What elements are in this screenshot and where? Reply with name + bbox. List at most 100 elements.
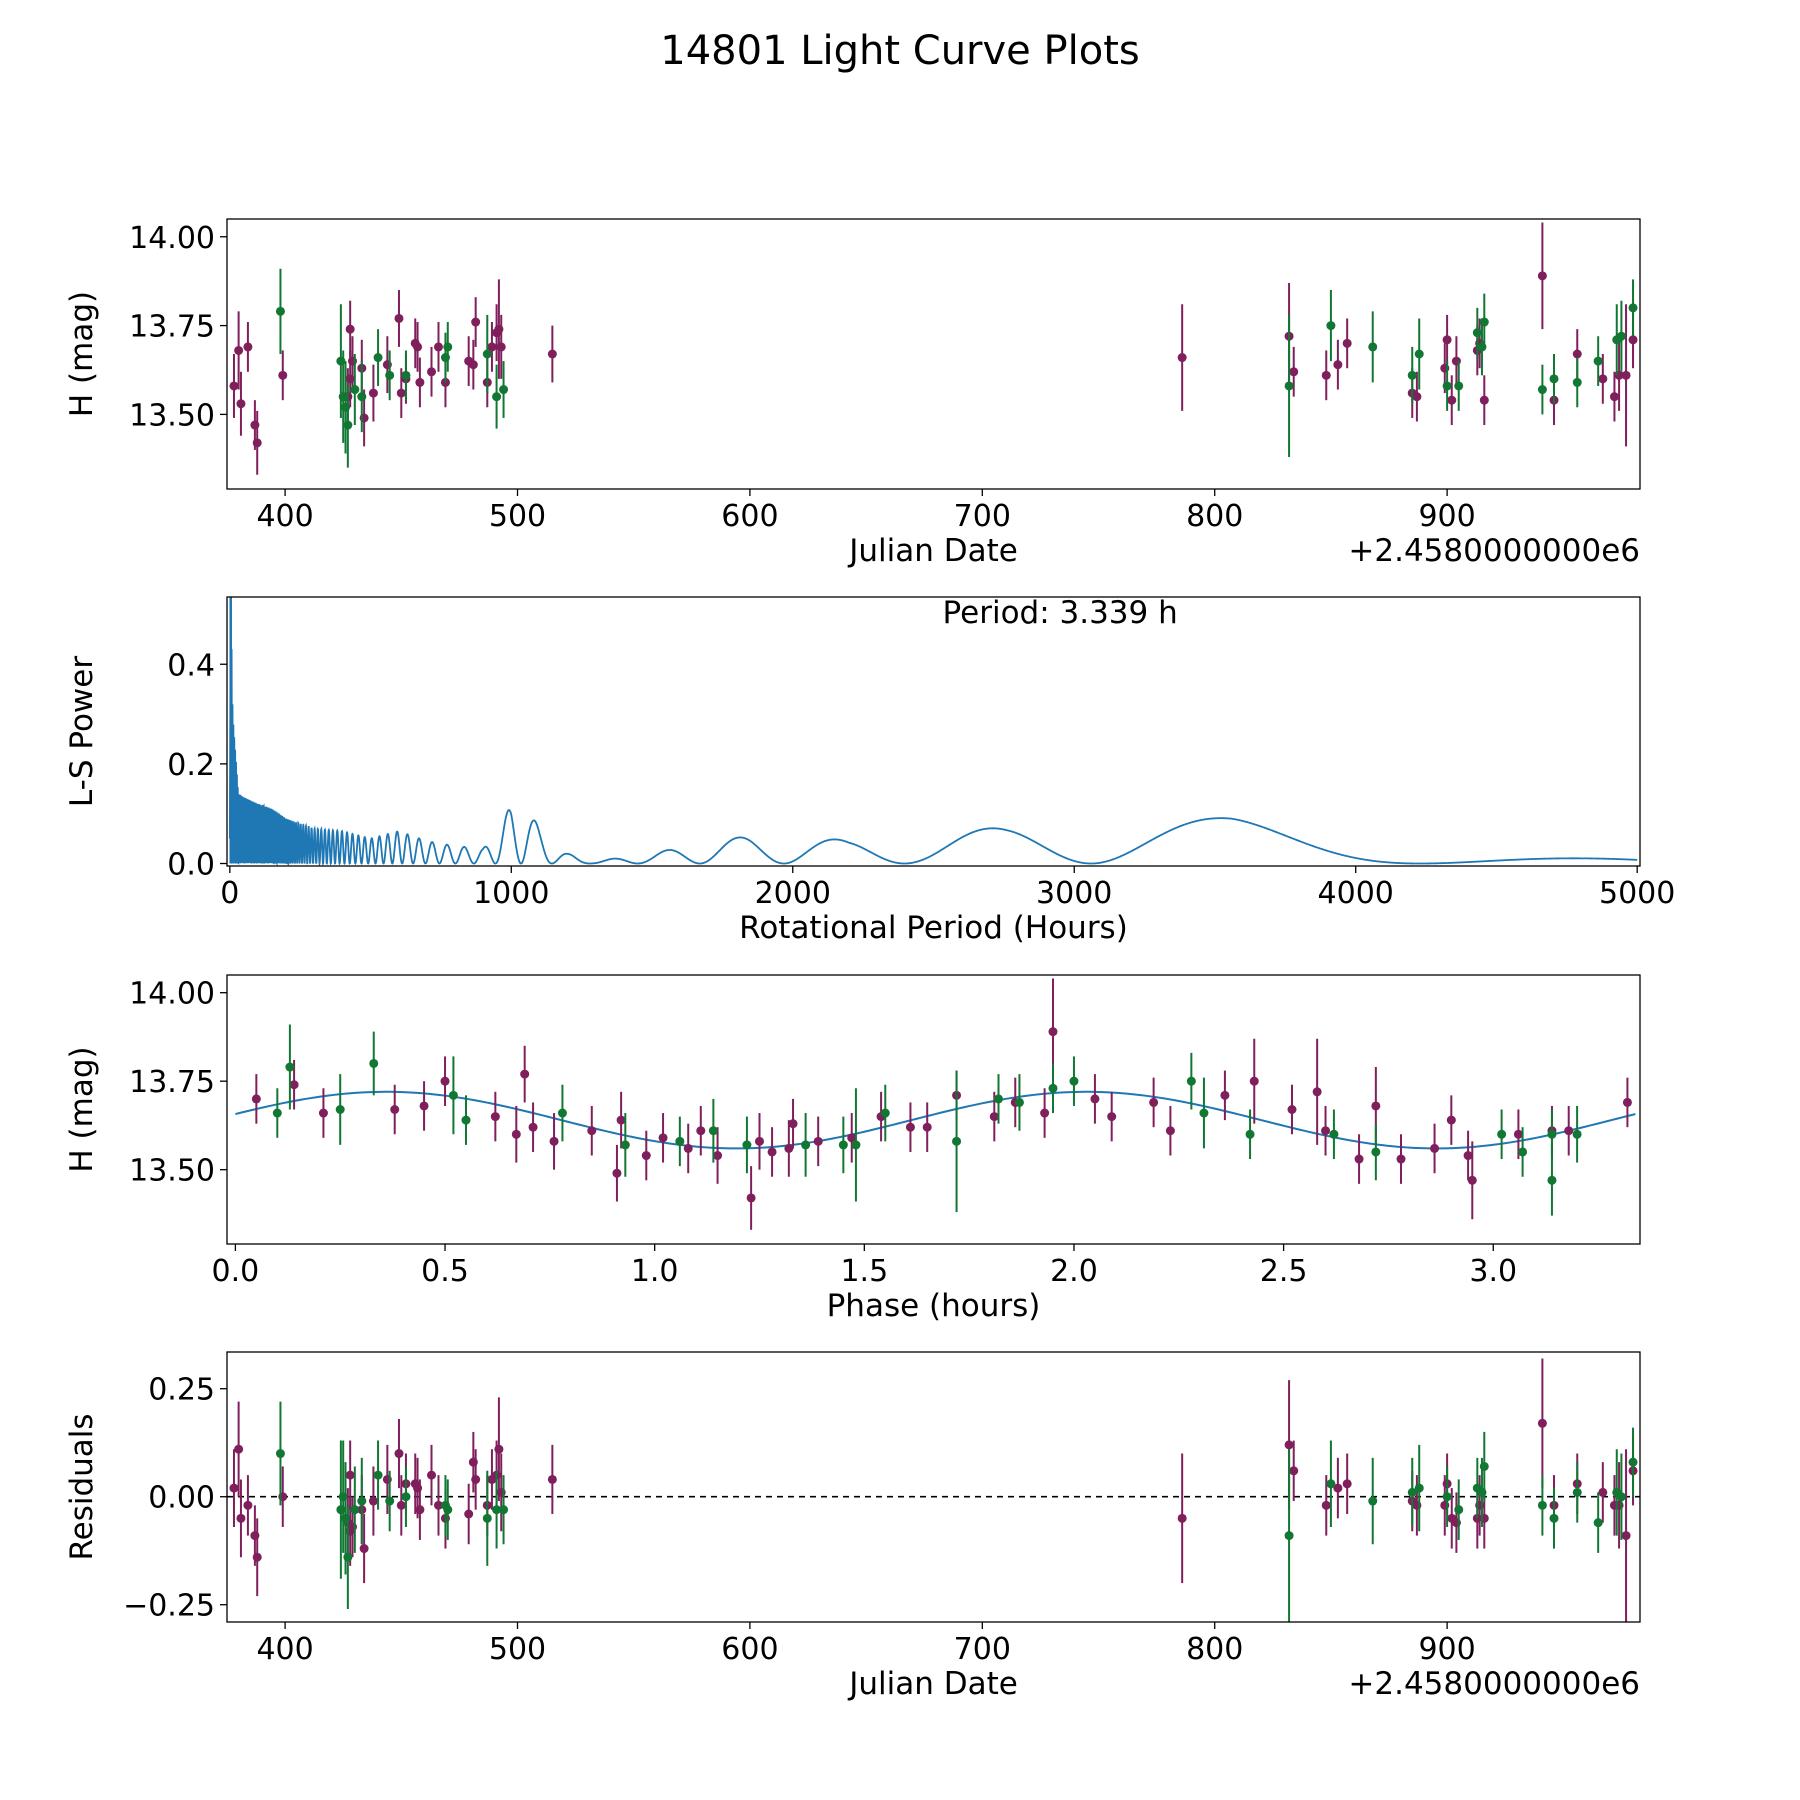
lightcurve-xtick-label: 500: [489, 499, 546, 534]
phased-point-0-21: [767, 1147, 777, 1157]
residuals-point-0-2: [236, 1513, 246, 1523]
phased-point-1-2: [335, 1105, 345, 1114]
phased-point-0-39: [1249, 1076, 1259, 1086]
phased-ytick-label: 13.75: [129, 1065, 215, 1100]
residuals-point-0-13: [368, 1496, 378, 1506]
lightcurve-point-0-5: [252, 438, 262, 448]
phased-point-0-38: [1220, 1090, 1230, 1100]
residuals-point-0-16: [396, 1500, 406, 1510]
phased-point-1-13: [851, 1140, 861, 1150]
phased-xtick-label: 0.5: [421, 1254, 469, 1289]
phased-point-1-29: [1572, 1129, 1582, 1139]
residuals-point-0-36: [1321, 1500, 1331, 1510]
periodogram-xtick-label: 5000: [1599, 876, 1675, 911]
phased-point-0-11: [587, 1126, 597, 1136]
residuals-xlabel: Julian Date: [847, 1666, 1018, 1702]
figure-title: 14801 Light Curve Plots: [660, 28, 1140, 74]
phased-point-0-12: [612, 1168, 622, 1178]
periodogram-xtick-label: 2000: [755, 876, 831, 911]
phased-point-0-45: [1396, 1154, 1406, 1164]
phased-point-0-16: [683, 1143, 693, 1153]
lightcurve-xtick-label: 400: [256, 499, 313, 534]
lightcurve-point-0-15: [394, 313, 404, 323]
lightcurve-point-1-19: [1414, 349, 1424, 359]
residuals-xtick-label: 500: [489, 1632, 546, 1667]
residuals-offset-text: +2.4580000000e6: [1348, 1666, 1640, 1702]
lightcurve-point-1-7: [373, 353, 383, 363]
phased-point-1-6: [557, 1108, 567, 1118]
lightcurve-point-0-21: [427, 367, 437, 377]
residuals-point-0-34: [1284, 1440, 1294, 1450]
residuals-point-0-26: [471, 1474, 481, 1484]
residuals-ytick-label: 0.00: [148, 1481, 215, 1516]
phased-point-0-5: [440, 1076, 450, 1086]
periodogram-ytick-label: 0.0: [167, 848, 215, 883]
residuals-plot-area: [227, 1358, 1640, 1622]
residuals-point-0-30: [494, 1444, 504, 1454]
lightcurve-point-0-50: [1572, 349, 1582, 359]
phased-point-0-9: [528, 1122, 538, 1132]
residuals-point-1-13: [492, 1505, 502, 1515]
lightcurve-point-0-51: [1598, 374, 1608, 384]
residuals-point-0-33: [1177, 1513, 1187, 1523]
phased-point-0-23: [788, 1119, 798, 1129]
phased-point-1-22: [1245, 1129, 1255, 1139]
residuals-ytick-label: −0.25: [123, 1589, 215, 1624]
residuals-point-0-3: [243, 1500, 253, 1510]
phased-point-0-8: [520, 1069, 530, 1079]
phased-point-1-21: [1199, 1108, 1209, 1118]
lightcurve-point-1-0: [275, 306, 285, 316]
phased-point-1-24: [1371, 1147, 1381, 1157]
residuals-point-1-20: [1442, 1492, 1452, 1502]
phased-point-1-28: [1547, 1175, 1557, 1185]
lightcurve-point-0-28: [487, 342, 497, 352]
lightcurve-xtick-label: 700: [954, 499, 1011, 534]
phased-point-1-1: [285, 1062, 295, 1072]
residuals-xtick-label: 400: [256, 1632, 313, 1667]
chart-residuals: 400 500 600 700 800 900 −0.25 0.00 0.25 Julian Da…: [64, 1351, 1641, 1702]
phased-point-0-42: [1321, 1126, 1331, 1136]
periodogram-ylabel: L-S Power: [64, 656, 100, 807]
lightcurve-point-0-55: [1628, 335, 1638, 345]
lightcurve-point-0-16: [396, 388, 406, 398]
phased-point-0-28: [922, 1122, 932, 1132]
residuals-point-1-5: [350, 1505, 360, 1515]
residuals-point-1-11: [443, 1505, 453, 1515]
residuals-xtick-label: 700: [954, 1632, 1011, 1667]
residuals-point-1-8: [385, 1496, 395, 1506]
phased-point-0-13: [616, 1115, 626, 1125]
residuals-point-0-24: [464, 1509, 474, 1519]
lightcurve-point-0-32: [547, 349, 557, 359]
phased-point-0-0: [251, 1094, 261, 1104]
phased-point-0-33: [1048, 1027, 1058, 1037]
phased-point-1-20: [1186, 1076, 1196, 1086]
residuals-point-1-28: [1593, 1518, 1603, 1528]
phased-point-0-40: [1287, 1105, 1297, 1114]
phased-point-1-3: [369, 1058, 379, 1068]
lightcurve-plot-area: [229, 222, 1638, 475]
phased-point-0-18: [713, 1151, 723, 1161]
phased-xtick-label: 0.0: [212, 1254, 260, 1289]
phased-point-0-6: [490, 1112, 500, 1122]
phased-point-0-14: [641, 1151, 651, 1161]
phased-point-0-30: [989, 1112, 999, 1122]
residuals-point-1-14: [499, 1505, 509, 1515]
phased-ylabel: H (mag): [64, 1046, 100, 1172]
lightcurve-point-1-5: [350, 385, 360, 395]
lightcurve-point-0-54: [1621, 370, 1631, 380]
lightcurve-point-0-38: [1342, 338, 1352, 348]
residuals-point-0-32: [547, 1474, 557, 1484]
residuals-point-1-0: [275, 1449, 285, 1459]
periodogram-xlabel: Rotational Period (Hours): [739, 910, 1128, 946]
phased-xtick-label: 2.5: [1260, 1254, 1308, 1289]
phased-point-0-48: [1463, 1151, 1473, 1161]
phased-point-0-4: [419, 1101, 429, 1111]
phased-point-0-32: [1040, 1108, 1050, 1118]
residuals-xtick-label: 600: [721, 1632, 778, 1667]
phased-ytick-label: 14.00: [129, 977, 215, 1012]
residuals-axes-frame: [226, 1351, 1641, 1623]
periodogram-xtick-label: 1000: [473, 876, 549, 911]
phased-point-1-8: [675, 1136, 685, 1146]
residuals-point-1-30: [1616, 1492, 1626, 1502]
